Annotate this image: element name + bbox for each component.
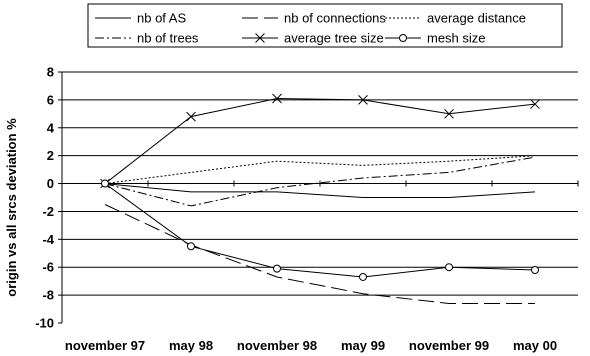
series-4: [100, 93, 540, 189]
series-5-point-4: [445, 263, 453, 272]
y-tick-labels: 8 6 4 2 0 -2 -4 -6 -8 -10: [35, 65, 55, 331]
x-tick-label-0: november 97: [65, 338, 145, 353]
legend-marker-5: [399, 34, 407, 42]
series-5-point-3: [359, 272, 367, 281]
series-line-1: [104, 204, 535, 304]
series-2: [104, 155, 536, 185]
legend-label-1: nb of connections: [284, 11, 386, 26]
series-line-5: [104, 183, 536, 278]
series-5-point-2: [273, 264, 281, 273]
legend-label-2: average distance: [427, 11, 526, 26]
x-tick-labels: november 97 may 98 november 98 may 99 novemb…: [65, 338, 557, 353]
x-tick-label-5: may 00: [513, 338, 557, 353]
legend-label-0: nb of AS: [137, 11, 186, 26]
series-5: [101, 179, 539, 281]
y-tick-label-3: 2: [47, 148, 54, 163]
x-tick-label-1: may 98: [169, 338, 213, 353]
legend-marker-4: [255, 33, 265, 43]
x-tick-label-4: november 99: [409, 338, 489, 353]
x-tick-label-3: may 99: [341, 338, 385, 353]
y-tick-label-5: -2: [42, 204, 54, 219]
y-axis-label: origin vs all srcs deviation %: [4, 118, 19, 297]
y-tick-label-4: 0: [47, 176, 54, 191]
series-5-point-5: [531, 266, 539, 275]
series-4-point-1: [186, 111, 196, 122]
series-4-point-2: [272, 93, 282, 104]
legend-item-5: mesh size: [385, 31, 486, 46]
series-line-4: [104, 97, 536, 184]
series-5-point-1: [187, 242, 195, 251]
legend-label-4: average tree size: [284, 31, 384, 46]
series-4-point-3: [358, 95, 368, 105]
series-3: [104, 156, 536, 207]
series-4-point-5: [530, 99, 540, 109]
series-0: [104, 183, 536, 198]
x-tick-label-2: november 98: [237, 338, 317, 353]
series-4-point-4: [444, 108, 454, 119]
y-tick-label-7: -6: [42, 260, 54, 275]
axes: [58, 71, 579, 324]
series-1: [104, 204, 535, 304]
y-tick-label-2: 4: [47, 120, 55, 135]
legend: nb of AS nb of connections average distanc…: [87, 3, 563, 48]
series-line-2: [104, 155, 536, 185]
legend-item-1: nb of connections: [242, 11, 386, 26]
legend-box: [87, 3, 563, 48]
y-tick-label-8: -8: [42, 288, 54, 303]
series-5-point-0: [101, 179, 109, 188]
series-line-3: [104, 156, 536, 207]
legend-label-5: mesh size: [427, 31, 486, 46]
legend-label-3: nb of trees: [137, 31, 199, 46]
legend-item-4: average tree size: [242, 31, 384, 46]
y-tick-label-9: -10: [35, 316, 54, 331]
legend-item-2: average distance: [385, 11, 526, 26]
series-lines: [100, 93, 540, 304]
series-line-0: [104, 183, 536, 198]
legend-item-0: nb of AS: [95, 11, 186, 26]
legend-item-3: nb of trees: [95, 31, 199, 46]
y-tick-label-1: 6: [47, 92, 54, 107]
y-tick-label-6: -4: [42, 232, 54, 247]
y-tick-label-0: 8: [47, 65, 54, 80]
